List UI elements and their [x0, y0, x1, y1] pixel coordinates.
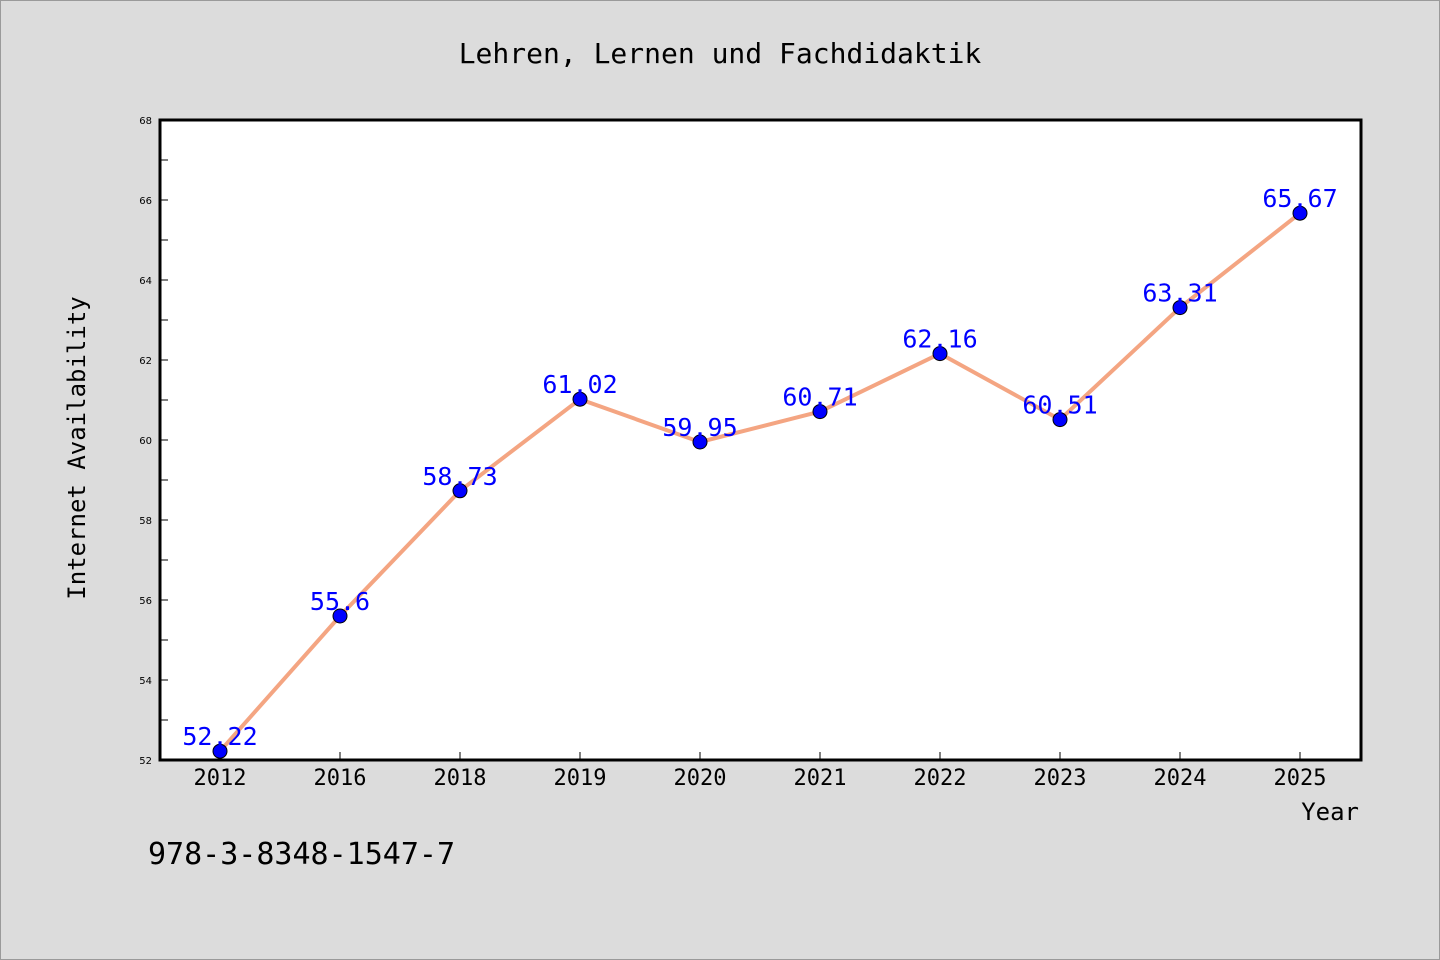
- data-point: [212, 743, 228, 759]
- data-label: 59.95: [662, 413, 737, 442]
- x-tick-label: 2025: [1274, 766, 1327, 791]
- x-tick-label: 2019: [554, 766, 607, 791]
- chart-title: Lehren, Lernen und Fachdidaktik: [459, 37, 982, 70]
- data-label: 58.73: [422, 462, 497, 491]
- y-tick-label: 64: [139, 276, 152, 287]
- data-label: 61.02: [542, 370, 617, 399]
- y-tick-label: 58: [139, 516, 152, 527]
- data-label: 60.71: [782, 383, 857, 412]
- data-label: 55.6: [310, 587, 370, 616]
- data-label: 63.31: [1142, 279, 1217, 308]
- data-point: [1052, 412, 1068, 428]
- data-label: 65.67: [1262, 184, 1337, 213]
- data-point: [332, 608, 348, 624]
- x-tick-label: 2020: [674, 766, 727, 791]
- data-point: [932, 346, 948, 362]
- y-tick-label: 68: [139, 116, 152, 127]
- y-axis-label: Internet Availability: [63, 296, 91, 599]
- data-point: [692, 434, 708, 450]
- y-tick-label: 60: [139, 436, 152, 447]
- series-polyline: [218, 211, 1302, 753]
- x-tick-label: 2022: [914, 766, 967, 791]
- plot-area: [158, 118, 1363, 762]
- data-label: 60.51: [1022, 391, 1097, 420]
- y-tick-label: 66: [139, 196, 152, 207]
- x-axis-label: Year: [1301, 798, 1359, 826]
- data-point: [1292, 205, 1308, 221]
- data-point: [812, 404, 828, 420]
- x-tick-label: 2016: [314, 766, 367, 791]
- y-tick-label: 54: [139, 676, 152, 687]
- y-axis: 52 54 56 58 60 62 64 66 68: [139, 116, 168, 767]
- data-labels: 52.22 55.6 58.73 61.02 59.95 60.71 62.16 60.51 6…: [182, 184, 1337, 751]
- y-tick-label: 56: [139, 596, 152, 607]
- y-tick-label: 62: [139, 356, 152, 367]
- x-tick-label: 2021: [794, 766, 847, 791]
- y-tick-label: 52: [139, 756, 152, 767]
- data-point: [572, 391, 588, 407]
- x-tick-label: 2018: [434, 766, 487, 791]
- data-label: 52.22: [182, 722, 257, 751]
- x-tick-label: 2012: [194, 766, 247, 791]
- data-point: [1172, 300, 1188, 316]
- isbn-footer: 978-3-8348-1547-7: [148, 837, 455, 872]
- data-point: [452, 483, 468, 499]
- x-tick-label: 2024: [1154, 766, 1207, 791]
- x-tick-label: 2023: [1034, 766, 1087, 791]
- data-label: 62.16: [902, 325, 977, 354]
- x-axis: 2012 2016 2018 2019 2020 2021 2022 2023 2024 2025: [194, 752, 1327, 791]
- series-line: [212, 205, 1308, 759]
